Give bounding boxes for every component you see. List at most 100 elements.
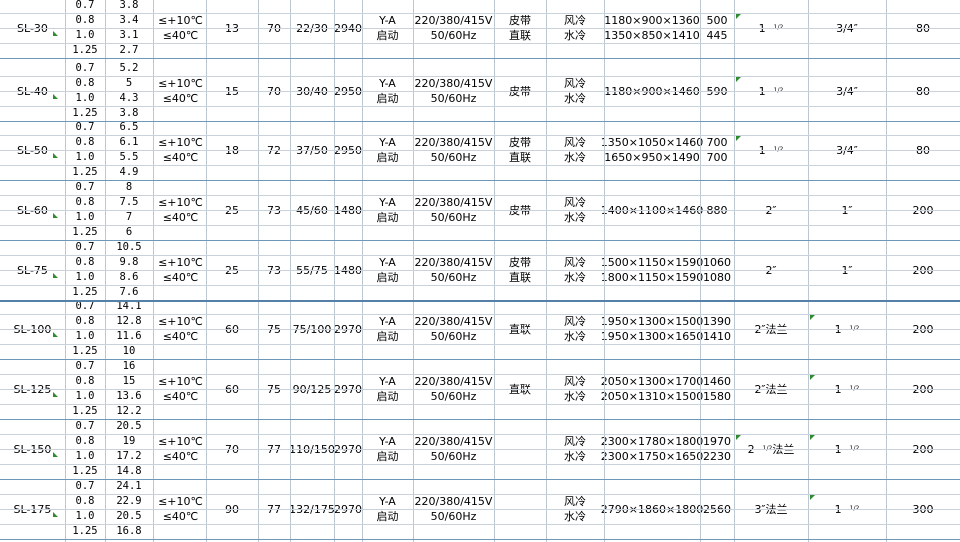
cell-marker xyxy=(736,77,741,82)
cooling-type-line: 风冷 xyxy=(564,375,586,388)
grid-row-line xyxy=(0,210,960,211)
pressure-value: 0.7 xyxy=(75,181,95,194)
grid-row-line xyxy=(0,314,960,315)
cooling-type-line: 水冷 xyxy=(564,330,586,343)
flow-value: 14.8 xyxy=(116,465,142,478)
flow-value: 6.5 xyxy=(119,121,139,134)
weight-line: 445 xyxy=(706,29,728,42)
cooling-type: 风冷 水冷 xyxy=(546,195,604,225)
flow-value: 11.6 xyxy=(116,330,142,343)
grid-row-line xyxy=(0,419,960,420)
dimensions-line: 2050×1300×1700 xyxy=(600,375,704,388)
cooling-type-line: 水冷 xyxy=(564,510,586,523)
weight: 500 445 xyxy=(700,13,734,43)
cell-marker xyxy=(53,392,58,397)
temperature-range-line: ≤40℃ xyxy=(162,330,199,343)
grid-column-line xyxy=(290,0,291,542)
dimensions: 1180×900×1360 1350×850×1410 xyxy=(604,13,700,43)
start-mode-line: 启动 xyxy=(376,510,399,523)
start-mode: Y-A 启动 xyxy=(362,135,413,165)
grid-column-line xyxy=(65,0,66,542)
grid-row-line xyxy=(0,329,960,330)
drive-type: 皮带 直联 xyxy=(494,135,546,165)
dimensions-line: 1800×1150×1590 xyxy=(600,271,704,284)
start-mode-line: 启动 xyxy=(376,330,399,343)
pressure-value: 0.8 xyxy=(75,14,95,27)
pressure-value: 0.7 xyxy=(75,62,95,75)
temperature-range-line: ≤40℃ xyxy=(162,450,199,463)
power-supply-line: 220/380/415V xyxy=(414,435,493,448)
cooling-type: 风冷 水冷 xyxy=(546,13,604,43)
power-supply-line: 220/380/415V xyxy=(414,136,493,149)
cell-marker xyxy=(53,213,58,218)
start-mode: Y-A 启动 xyxy=(362,13,413,43)
temperature-range: ≤+10℃ ≤40℃ xyxy=(153,135,206,165)
flow-value: 16.8 xyxy=(116,525,142,538)
temperature-range-line: ≤40℃ xyxy=(162,29,199,42)
dimensions-line: 1950×1300×1500 xyxy=(600,315,704,328)
start-mode-line: Y-A xyxy=(379,256,396,269)
pressure-value: 1.0 xyxy=(75,330,95,343)
dimensions-line: 2300×1750×1650 xyxy=(600,450,704,463)
weight: 1460 1580 xyxy=(700,374,734,404)
pressure-value: 1.0 xyxy=(75,510,95,523)
temperature-range-line: ≤+10℃ xyxy=(158,196,203,209)
drive-type: 皮带 直联 xyxy=(494,255,546,285)
flow-value: 4.3 xyxy=(119,92,139,105)
temperature-range-line: ≤+10℃ xyxy=(158,315,203,328)
temperature-range-line: ≤+10℃ xyxy=(158,375,203,388)
grid-row-line xyxy=(0,389,960,390)
cooling-type-line: 风冷 xyxy=(564,315,586,328)
weight-line: 1970 xyxy=(703,435,731,448)
cell-marker xyxy=(53,31,58,36)
cooling-type-line: 水冷 xyxy=(564,450,586,463)
power-supply-line: 220/380/415V xyxy=(414,495,493,508)
flow-value: 5 xyxy=(125,77,133,90)
cooling-type-line: 水冷 xyxy=(564,271,586,284)
cooling-type-line: 水冷 xyxy=(564,92,586,105)
flow-value: 8.6 xyxy=(119,271,139,284)
cooling-type: 风冷 水冷 xyxy=(546,494,604,524)
temperature-range-line: ≤40℃ xyxy=(162,151,199,164)
cooling-type-line: 风冷 xyxy=(564,256,586,269)
weight-line: 1080 xyxy=(703,271,731,284)
flow-value: 3.1 xyxy=(119,29,139,42)
cooling-type: 风冷 水冷 xyxy=(546,434,604,464)
flow-value: 24.1 xyxy=(116,480,142,493)
dimensions: 2300×1780×1800 2300×1750×1650 xyxy=(600,434,704,464)
dimensions-line: 1350×1050×1460 xyxy=(600,136,704,149)
flow-value: 5.2 xyxy=(119,62,139,75)
power-supply-line: 220/380/415V xyxy=(414,375,493,388)
drive-type-line: 皮带 xyxy=(509,136,531,149)
grid-row-line xyxy=(0,344,960,345)
weight: 700 700 xyxy=(700,135,734,165)
start-mode-line: 启动 xyxy=(376,211,399,224)
temperature-range: ≤+10℃ ≤40℃ xyxy=(153,76,206,106)
pressure-value: 0.7 xyxy=(75,360,95,373)
start-mode-line: 启动 xyxy=(376,450,399,463)
grid-row-line xyxy=(0,449,960,450)
cooling-type-line: 水冷 xyxy=(564,29,586,42)
flow-value: 20.5 xyxy=(116,420,142,433)
grid-row-line xyxy=(0,225,960,226)
temperature-range: ≤+10℃ ≤40℃ xyxy=(153,13,206,43)
temperature-range-line: ≤40℃ xyxy=(162,271,199,284)
dimensions-line: 2300×1780×1800 xyxy=(600,435,704,448)
cell-marker xyxy=(53,94,58,99)
fraction-half: 1/2 xyxy=(774,88,784,94)
dimensions-line: 1350×850×1410 xyxy=(604,29,700,42)
dimensions-line: 1650×950×1490 xyxy=(604,151,700,164)
grid-column-line xyxy=(546,0,547,542)
cooling-type-line: 水冷 xyxy=(564,211,586,224)
start-mode: Y-A 启动 xyxy=(362,434,413,464)
flow-value: 17.2 xyxy=(116,450,142,463)
dimensions-line: 2050×1310×1500 xyxy=(600,390,704,403)
temperature-range-line: ≤+10℃ xyxy=(158,77,203,90)
start-mode: Y-A 启动 xyxy=(362,76,413,106)
drive-type-line: 皮带 xyxy=(509,256,531,269)
weight-line: 1060 xyxy=(703,256,731,269)
weight: 1970 2230 xyxy=(700,434,734,464)
temperature-range-line: ≤+10℃ xyxy=(158,256,203,269)
temperature-range-line: ≤40℃ xyxy=(162,211,199,224)
pressure-value: 1.25 xyxy=(72,44,98,57)
